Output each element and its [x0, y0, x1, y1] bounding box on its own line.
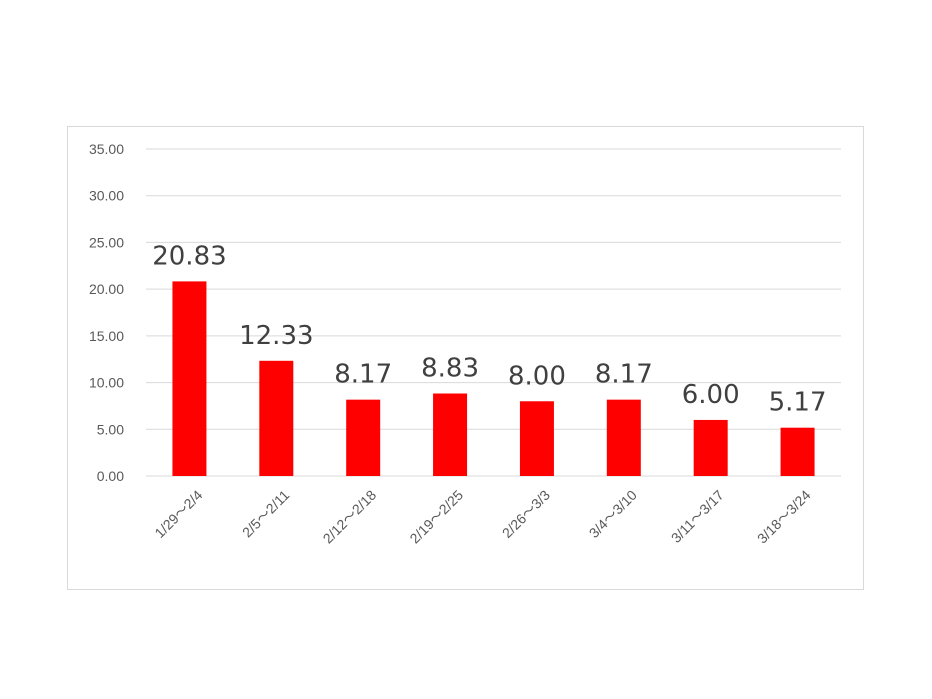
x-category-label: 3/18～3/24 [754, 487, 814, 547]
data-label: 8.00 [508, 361, 566, 391]
y-tick-label: 25.00 [89, 234, 124, 250]
data-label: 8.83 [421, 354, 479, 384]
y-tick-label: 35.00 [89, 141, 124, 157]
x-category-label: 3/4～3/10 [586, 487, 640, 541]
x-axis-categories: 1/29～2/4 2/5～2/11 2/12～2/18 2/19～2/25 2/26～3… [151, 487, 814, 547]
bar-1 [259, 360, 294, 476]
y-tick-label: 30.00 [89, 188, 124, 204]
x-category-label: 3/11～3/17 [668, 487, 727, 546]
bar-6 [693, 419, 728, 476]
x-category-label: 2/12～2/18 [320, 487, 380, 547]
data-label: 6.00 [682, 380, 740, 410]
y-tick-label: 10.00 [89, 375, 124, 391]
data-label: 5.17 [769, 388, 827, 418]
bar-3 [433, 393, 468, 476]
bar-0 [172, 281, 207, 476]
x-category-label: 1/29～2/4 [151, 487, 205, 541]
data-label: 12.33 [239, 321, 313, 351]
x-category-label: 2/5～2/11 [239, 487, 293, 541]
y-tick-label: 5.00 [97, 421, 124, 437]
data-label: 8.17 [334, 360, 392, 390]
y-tick-label: 0.00 [97, 468, 124, 484]
bar-2 [346, 399, 381, 476]
y-tick-label: 15.00 [89, 328, 124, 344]
bar-4 [519, 401, 554, 476]
bar-5 [606, 399, 641, 476]
y-axis-ticks: 0.00 5.00 10.00 15.00 20.00 25.00 30.00 35.00 [89, 141, 124, 484]
data-labels: 20.83 12.33 8.17 8.83 8.00 8.17 6.00 5.17 [152, 241, 826, 417]
bars [172, 281, 815, 476]
x-category-label: 2/19～2/25 [406, 487, 466, 547]
bar-7 [780, 427, 815, 476]
x-category-label: 2/26～3/3 [499, 487, 553, 541]
y-tick-label: 20.00 [89, 281, 124, 297]
data-label: 8.17 [595, 360, 653, 390]
data-label: 20.83 [152, 241, 226, 271]
gridlines [146, 148, 841, 477]
